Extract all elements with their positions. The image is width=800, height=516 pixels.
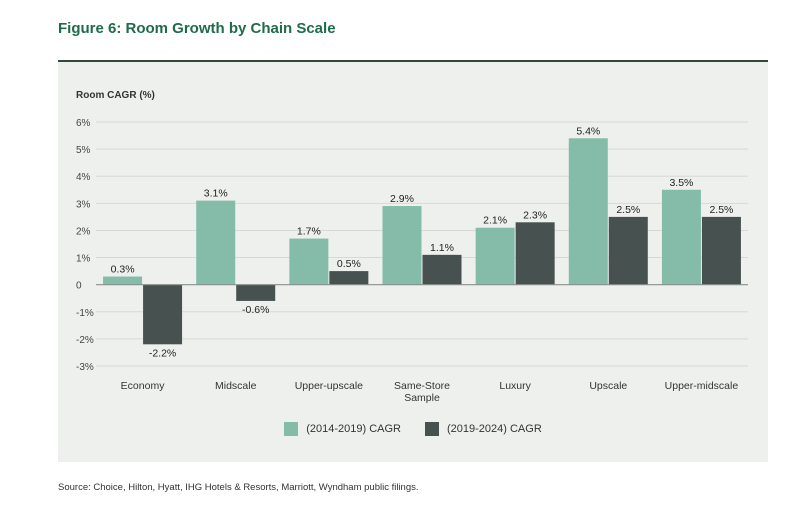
x-tick-label: Upper-upscale xyxy=(295,380,363,392)
bar-series-2 xyxy=(701,216,741,285)
y-axis-title: Room CAGR (%) xyxy=(76,90,155,101)
data-label: 1.7% xyxy=(297,226,321,238)
y-tick-label: 5% xyxy=(76,145,91,156)
bar-series-2 xyxy=(422,254,462,285)
legend: (2014-2019) CAGR (2019-2024) CAGR xyxy=(58,422,768,436)
y-tick-label: 0 xyxy=(76,281,82,292)
data-label: 5.4% xyxy=(576,125,600,137)
y-tick-label: 4% xyxy=(76,172,91,183)
data-label: 0.5% xyxy=(337,258,361,270)
bar-series-2 xyxy=(329,271,369,285)
y-tick-label: -1% xyxy=(76,308,94,319)
x-tick-label: Upscale xyxy=(589,380,627,392)
y-tick-label: 6% xyxy=(76,118,91,129)
chart-panel: Room CAGR (%) -3% -2% -1% 0 1% 2% 3% 4% 5% 6% 0.3… xyxy=(58,60,768,462)
legend-item-series-1: (2014-2019) CAGR xyxy=(284,422,401,436)
x-tick-label: Same-Store xyxy=(394,380,450,392)
bar-series-2 xyxy=(608,216,648,285)
x-tick-label: Economy xyxy=(121,380,166,392)
gridlines xyxy=(96,121,748,367)
source-note: Source: Choice, Hilton, Hyatt, IHG Hotel… xyxy=(58,482,419,493)
x-tick-labels: Economy Midscale Upper-upscale Same-StoreSa… xyxy=(121,380,739,404)
bar-series-1 xyxy=(196,200,236,285)
bar-series-1 xyxy=(661,189,701,285)
x-tick-label: Sample xyxy=(404,392,440,404)
x-tick-label: Luxury xyxy=(499,380,531,392)
figure-title: Figure 6: Room Growth by Chain Scale xyxy=(58,20,336,37)
legend-label-series-2: (2019-2024) CAGR xyxy=(447,423,542,435)
data-label: 0.3% xyxy=(111,264,135,276)
bar-series-1 xyxy=(568,138,608,285)
data-label: 2.5% xyxy=(616,204,640,216)
legend-label-series-1: (2014-2019) CAGR xyxy=(306,423,401,435)
data-label: 2.3% xyxy=(523,209,547,221)
data-label: -2.2% xyxy=(149,347,176,359)
bar-series-1 xyxy=(475,227,515,285)
x-tick-label: Midscale xyxy=(215,380,257,392)
legend-swatch-series-2 xyxy=(425,422,439,436)
legend-item-series-2: (2019-2024) CAGR xyxy=(425,422,542,436)
bar-series-2 xyxy=(143,284,183,345)
bars xyxy=(103,138,741,345)
y-tick-label: 3% xyxy=(76,199,91,210)
y-tick-label: 1% xyxy=(76,254,91,265)
bar-series-1 xyxy=(382,206,422,285)
bar-series-2 xyxy=(236,284,276,301)
y-tick-labels: -3% -2% -1% 0 1% 2% 3% 4% 5% 6% xyxy=(76,118,94,373)
data-label: 2.5% xyxy=(709,204,733,216)
bar-series-1 xyxy=(289,238,329,285)
y-tick-label: -3% xyxy=(76,362,94,373)
data-label: 1.1% xyxy=(430,242,454,254)
y-tick-label: 2% xyxy=(76,226,91,237)
x-tick-label: Upper-midscale xyxy=(665,380,739,392)
data-label: 2.1% xyxy=(483,215,507,227)
data-label: 3.5% xyxy=(669,177,693,189)
chart-svg: Room CAGR (%) -3% -2% -1% 0 1% 2% 3% 4% 5% 6% 0.3… xyxy=(76,90,748,404)
legend-swatch-series-1 xyxy=(284,422,299,436)
data-labels: 0.3% -2.2% 3.1% -0.6% 1.7% 0.5% 2.9% 1.1% 2.1% 2.… xyxy=(111,125,734,359)
data-label: 3.1% xyxy=(204,188,228,200)
data-label: 2.9% xyxy=(390,193,414,205)
y-tick-label: -2% xyxy=(76,335,94,346)
data-label: -0.6% xyxy=(242,304,269,316)
bar-series-1 xyxy=(103,276,143,285)
bar-series-2 xyxy=(515,222,555,285)
